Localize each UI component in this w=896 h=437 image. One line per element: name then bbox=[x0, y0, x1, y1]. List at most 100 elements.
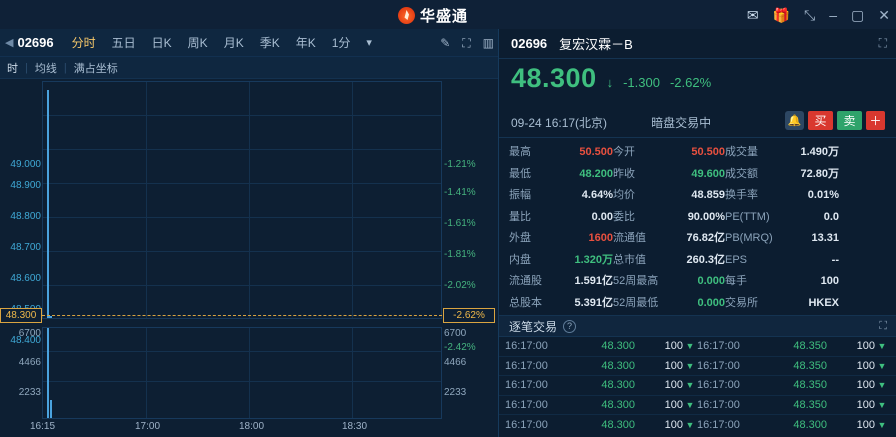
table-row[interactable]: 16:17:00 48.300 100 ▼ 16:17:00 48.300 10… bbox=[499, 415, 896, 435]
fullscreen-icon[interactable]: ⛶ bbox=[462, 35, 471, 50]
market-state-badge: 暗盘交易中 bbox=[651, 115, 712, 130]
add-button[interactable]: ＋ bbox=[866, 111, 885, 130]
metric-value: 260.3亿 bbox=[686, 253, 725, 266]
volume-axis-right-tick-0: 6700 bbox=[444, 328, 467, 339]
trades-header: 逐笔交易 ? ⛶ bbox=[499, 315, 896, 337]
maximize-button[interactable]: ▢ bbox=[851, 6, 865, 23]
trade-time: 16:17:00 bbox=[505, 379, 548, 392]
sell-button[interactable]: 卖 bbox=[837, 111, 862, 130]
trade-volume: 100 bbox=[664, 399, 683, 412]
quote-name: 复宏汉霖－B bbox=[559, 37, 633, 52]
quote-timestamp: 09-24 16:17(北京) bbox=[511, 115, 608, 130]
nav-tab-year-k[interactable]: 年K bbox=[295, 36, 316, 50]
price-change-arrow: ↓ bbox=[606, 75, 614, 90]
table-row[interactable]: 16:17:00 48.300 100 ▼ 16:17:00 48.350 10… bbox=[499, 376, 896, 396]
back-icon[interactable]: ◀ bbox=[5, 37, 14, 49]
app-logo-icon bbox=[398, 7, 415, 24]
subbar-divider-2: | bbox=[63, 61, 67, 74]
nav-tab-five-day[interactable]: 五日 bbox=[111, 36, 136, 50]
metric-label: 内盘 bbox=[509, 253, 531, 266]
buy-button[interactable]: 买 bbox=[808, 111, 833, 130]
price-plot-area[interactable] bbox=[42, 81, 442, 319]
trade-direction-icon: ▼ bbox=[685, 400, 695, 411]
mail-icon[interactable]: ✉ bbox=[746, 6, 759, 23]
quote-pane: 02696 复宏汉霖－B ⛶ 48.300 ↓ -1.300 -2.62% 09… bbox=[498, 29, 896, 437]
nav-tab-month-k[interactable]: 月K bbox=[223, 36, 244, 50]
subbar-item-full-scale[interactable]: 满占坐标 bbox=[73, 62, 118, 75]
quote-code: 02696 bbox=[511, 36, 548, 51]
intraday-chart[interactable]: 49.000 48.900 48.800 48.700 48.600 48.50… bbox=[0, 79, 498, 437]
chevron-down-icon[interactable]: ▾ bbox=[366, 37, 372, 49]
trade-volume: 100 bbox=[664, 340, 683, 353]
metric-value: 0.000 bbox=[697, 296, 725, 309]
trade-volume: 100 bbox=[664, 359, 683, 372]
nav-tab-day-k[interactable]: 日K bbox=[151, 36, 172, 50]
trade-time: 16:17:00 bbox=[697, 340, 740, 353]
nav-tab-quarter-k[interactable]: 季K bbox=[259, 36, 280, 50]
price-axis-left-tick-0: 49.000 bbox=[10, 159, 41, 170]
metric-label: 今开 bbox=[613, 146, 635, 158]
trade-direction-icon: ▼ bbox=[877, 341, 887, 352]
trade-direction-icon: ▼ bbox=[877, 420, 887, 431]
metric-label: 每手 bbox=[725, 275, 747, 287]
trade-time: 16:17:00 bbox=[505, 340, 548, 353]
trade-price: 48.300 bbox=[793, 419, 827, 432]
quote-header: 02696 复宏汉霖－B ⛶ bbox=[499, 29, 896, 59]
price-axis-left-tick-4: 48.600 bbox=[10, 273, 41, 284]
chart-pane: ◀ 02696 分时 五日 日K 周K 月K 季K 年K 1分 ▾ ✎ ⛶ ▥ … bbox=[0, 29, 498, 437]
trade-price: 48.350 bbox=[793, 379, 827, 392]
metric-value: 90.00% bbox=[687, 210, 725, 223]
shrink-icon[interactable]: ⤡ bbox=[804, 6, 816, 23]
title-bar: 华盛通 ✉ 🎁 ⤡ – ▢ ✕ bbox=[0, 0, 896, 29]
help-icon[interactable]: ? bbox=[563, 319, 577, 333]
trades-list[interactable]: 16:17:00 48.300 100 ▼ 16:17:00 48.350 10… bbox=[499, 337, 896, 437]
volume-plot-area[interactable] bbox=[42, 327, 442, 419]
metric-value: 1.591亿 bbox=[574, 275, 613, 287]
current-price-tag-left: 48.300 bbox=[0, 308, 42, 323]
nav-tab-week-k[interactable]: 周K bbox=[187, 36, 208, 50]
trade-price: 48.300 bbox=[601, 399, 635, 412]
trade-time: 16:17:00 bbox=[697, 399, 740, 412]
status-row: 09-24 16:17(北京) 暗盘交易中 🔔 买 卖 ＋ bbox=[511, 109, 885, 135]
pencil-icon[interactable]: ✎ bbox=[440, 36, 451, 50]
metric-label: 最高 bbox=[509, 146, 531, 158]
nav-tab-one-minute[interactable]: 1分 bbox=[331, 36, 351, 50]
panel-icon[interactable]: ▥ bbox=[482, 36, 494, 50]
current-price-tag-right: -2.62% bbox=[443, 308, 495, 323]
metric-label: 52周最高 bbox=[613, 275, 659, 287]
pct-axis-right-tick-6: -2.42% bbox=[444, 342, 476, 353]
alert-bell-icon[interactable]: 🔔 bbox=[785, 111, 804, 130]
metric-value: 50.500 bbox=[691, 146, 725, 158]
table-row[interactable]: 16:17:00 48.300 100 ▼ 16:17:00 48.350 10… bbox=[499, 396, 896, 416]
trade-time: 16:17:00 bbox=[697, 379, 740, 392]
pct-axis-right-tick-0: -1.21% bbox=[444, 159, 476, 170]
trade-time: 16:17:00 bbox=[505, 419, 548, 432]
trade-price: 48.350 bbox=[793, 340, 827, 353]
trade-volume: 100 bbox=[856, 419, 875, 432]
metric-label: 成交量 bbox=[725, 146, 758, 158]
metric-label: EPS bbox=[725, 253, 748, 266]
subbar-item-time[interactable]: 时 bbox=[7, 62, 18, 75]
trade-price: 48.300 bbox=[601, 419, 635, 432]
close-button[interactable]: ✕ bbox=[878, 6, 890, 23]
table-row[interactable]: 16:17:00 48.300 100 ▼ 16:17:00 48.350 10… bbox=[499, 337, 896, 357]
app-brand: 华盛通 bbox=[398, 5, 468, 26]
nav-tab-intraday[interactable]: 分时 bbox=[71, 36, 96, 50]
metric-label: 流通股 bbox=[509, 275, 542, 287]
metric-label: 均价 bbox=[613, 189, 635, 201]
metric-value: 0.00 bbox=[591, 210, 613, 223]
time-axis-tick-3: 18:30 bbox=[342, 421, 368, 432]
minimize-button[interactable]: – bbox=[829, 6, 838, 23]
gift-icon[interactable]: 🎁 bbox=[772, 6, 791, 23]
subbar-item-ma[interactable]: 均线 bbox=[34, 62, 57, 75]
quote-expand-icon[interactable]: ⛶ bbox=[878, 36, 887, 50]
trades-expand-icon[interactable]: ⛶ bbox=[879, 319, 887, 332]
chart-symbol-code: 02696 bbox=[17, 35, 54, 50]
table-row[interactable]: 16:17:00 48.300 100 ▼ 16:17:00 48.350 10… bbox=[499, 357, 896, 377]
volume-axis-right-tick-1: 4466 bbox=[444, 357, 467, 368]
price-change-pct: -2.62% bbox=[669, 75, 712, 90]
trade-price: 48.350 bbox=[793, 399, 827, 412]
trade-direction-icon: ▼ bbox=[877, 380, 887, 391]
trade-volume: 100 bbox=[664, 419, 683, 432]
trade-price: 48.350 bbox=[793, 359, 827, 372]
